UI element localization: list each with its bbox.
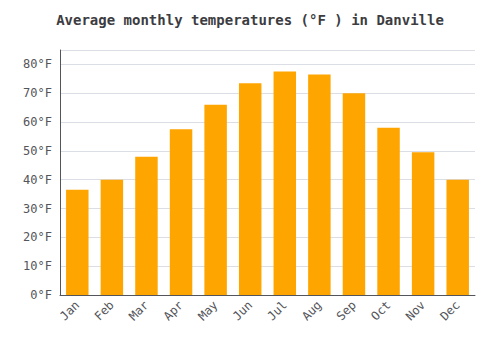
svg-text:Sep: Sep [334, 298, 359, 323]
svg-text:80°F: 80°F [23, 57, 52, 71]
svg-text:Jan: Jan [57, 298, 82, 323]
svg-text:Aug: Aug [299, 298, 324, 323]
svg-text:Apr: Apr [161, 298, 186, 323]
svg-text:Mar: Mar [126, 298, 151, 323]
svg-text:60°F: 60°F [23, 115, 52, 129]
svg-text:30°F: 30°F [23, 202, 52, 216]
svg-text:Jun: Jun [230, 298, 255, 323]
svg-text:Jul: Jul [265, 298, 290, 323]
svg-text:20°F: 20°F [23, 230, 52, 244]
svg-text:Nov: Nov [403, 298, 428, 323]
svg-text:Feb: Feb [92, 298, 117, 323]
svg-text:Dec: Dec [437, 298, 462, 323]
svg-text:10°F: 10°F [23, 259, 52, 273]
svg-text:Oct: Oct [368, 298, 393, 323]
svg-text:50°F: 50°F [23, 144, 52, 158]
svg-text:May: May [195, 298, 220, 323]
svg-text:Average monthly temperatures (: Average monthly temperatures (°F ) in Da… [56, 12, 444, 28]
svg-text:70°F: 70°F [23, 86, 52, 100]
svg-text:0°F: 0°F [30, 288, 52, 302]
svg-text:40°F: 40°F [23, 173, 52, 187]
